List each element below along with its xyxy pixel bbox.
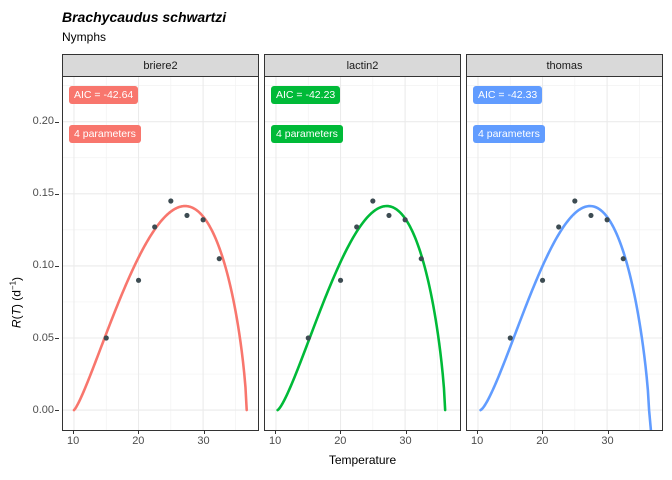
- data-point: [305, 335, 311, 341]
- x-tick-label: 30: [197, 435, 210, 447]
- aic-badge: AIC = -42.64: [69, 86, 139, 104]
- data-point: [200, 217, 206, 223]
- data-point: [168, 198, 174, 204]
- facet-strip: thomas: [466, 54, 663, 77]
- data-point: [507, 335, 513, 341]
- fitted-curve: [276, 204, 447, 412]
- x-tick-mark: [73, 431, 75, 434]
- facet-panel: AIC = -42.64 4 parameters: [62, 77, 259, 431]
- x-axis-label: Temperature: [328, 453, 397, 467]
- x-tick-mark: [275, 431, 277, 434]
- y-tick-label: 0.05: [32, 331, 54, 344]
- aic-badge: AIC = -42.23: [271, 86, 341, 104]
- data-point: [103, 335, 109, 341]
- x-axis: 10 20 30: [264, 431, 461, 451]
- x-axis: 10 20 30: [466, 431, 663, 451]
- y-tick-mark: [55, 193, 59, 195]
- plot-area: R(T) (d−1) 0.00 0.05 0.10 0.15 0.20 briere2 A…: [0, 54, 672, 451]
- x-tick-label: 20: [334, 435, 347, 447]
- x-tick-mark: [340, 431, 342, 434]
- x-tick-label: 10: [470, 435, 484, 447]
- y-axis: R(T) (d−1) 0.00 0.05 0.10 0.15 0.20: [0, 54, 62, 451]
- x-axis-title-row: Temperature: [0, 451, 672, 467]
- page-subtitle: Nymphs: [62, 30, 107, 44]
- facet-strip: lactin2: [264, 54, 461, 77]
- x-tick-label: 30: [601, 435, 614, 447]
- x-tick-label: 30: [399, 435, 412, 447]
- y-tick-label: 0.00: [32, 403, 54, 416]
- y-tick-label: 0.15: [32, 187, 54, 200]
- x-tick-mark: [405, 431, 407, 434]
- data-point: [386, 212, 392, 219]
- panel-canvas: [63, 77, 258, 430]
- page-title: Brachycaudus schwartzi: [62, 9, 227, 25]
- fitted-curve: [72, 204, 248, 412]
- y-tick-label: 0.20: [32, 115, 54, 128]
- data-point: [604, 217, 610, 223]
- data-point: [135, 277, 142, 283]
- x-tick-label: 10: [268, 435, 282, 447]
- data-point: [370, 198, 376, 204]
- x-tick-mark: [542, 431, 544, 434]
- x-tick-mark: [138, 431, 140, 434]
- y-tick-mark: [55, 338, 59, 339]
- x-tick-mark: [203, 431, 205, 434]
- facet-thomas: thomas AIC = -42.33 4 parameters 10 20 30: [466, 54, 663, 451]
- aic-badge: AIC = -42.33: [473, 86, 543, 104]
- y-tick-mark: [55, 121, 59, 123]
- data-point: [572, 198, 578, 204]
- params-badge: 4 parameters: [69, 125, 141, 143]
- data-point: [184, 212, 190, 219]
- data-point: [152, 224, 158, 230]
- params-badge: 4 parameters: [473, 125, 545, 143]
- params-badge: 4 parameters: [271, 125, 343, 143]
- panel-canvas: [467, 77, 662, 430]
- data-point: [620, 256, 626, 262]
- x-tick-label: 10: [66, 435, 80, 447]
- x-axis-spacer: [0, 451, 62, 467]
- x-tick-label: 20: [132, 435, 145, 447]
- fitted-curve: [479, 204, 653, 430]
- x-tick-mark: [477, 431, 479, 434]
- facet-panel: AIC = -42.23 4 parameters: [264, 77, 461, 431]
- x-tick-label: 20: [536, 435, 549, 447]
- facet-strip: briere2: [62, 54, 259, 77]
- facet-panel: AIC = -42.33 4 parameters: [466, 77, 663, 431]
- data-point: [556, 224, 562, 230]
- facet-grid: briere2 AIC = -42.64 4 parameters 10 20 30 lac…: [62, 54, 672, 451]
- data-point: [539, 277, 546, 283]
- y-tick-mark: [55, 265, 59, 267]
- data-point: [402, 217, 408, 223]
- data-point: [418, 256, 424, 262]
- data-point: [354, 224, 360, 230]
- data-point: [588, 212, 594, 219]
- data-point: [337, 277, 344, 283]
- x-tick-mark: [607, 431, 609, 434]
- x-axis: 10 20 30: [62, 431, 259, 451]
- y-tick-mark: [55, 410, 59, 412]
- data-point: [216, 256, 222, 262]
- facet-lactin2: lactin2 AIC = -42.23 4 parameters 10 20 30: [264, 54, 461, 451]
- y-tick-label: 0.10: [32, 259, 54, 272]
- facet-briere2: briere2 AIC = -42.64 4 parameters 10 20 30: [62, 54, 259, 451]
